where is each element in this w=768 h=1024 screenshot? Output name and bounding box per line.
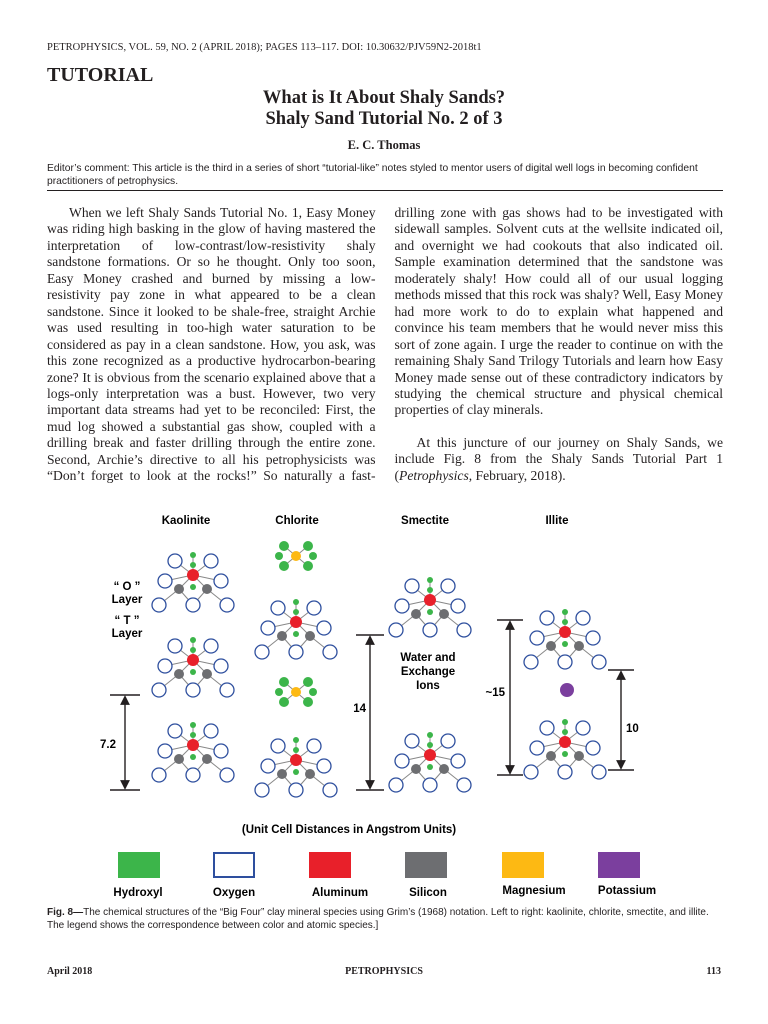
spacing-label: 14 bbox=[353, 703, 366, 715]
interlayer-label: Water and bbox=[400, 652, 455, 664]
kaolinite-unit bbox=[151, 721, 235, 783]
caption-text: The chemical structures of the “Big Four… bbox=[47, 907, 709, 931]
structures bbox=[151, 540, 607, 798]
text: At this juncture of our journey on Shaly… bbox=[394, 434, 724, 483]
spacing-label: ~15 bbox=[485, 687, 505, 699]
legend-label: Hydroxyl bbox=[113, 887, 162, 899]
author: E. C. Thomas bbox=[347, 138, 421, 152]
text: , February, 2018). bbox=[468, 467, 566, 483]
legend-label: Silicon bbox=[409, 887, 447, 899]
layer-label: Layer bbox=[112, 628, 143, 640]
legend-swatch bbox=[118, 852, 160, 878]
mineral-label: Illite bbox=[545, 515, 568, 527]
footer-date: April 2018 bbox=[47, 966, 93, 977]
mineral-label: Smectite bbox=[401, 515, 449, 527]
spacing-label: 7.2 bbox=[100, 739, 116, 751]
footer-page: 113 bbox=[706, 966, 721, 977]
legend-swatch bbox=[598, 852, 640, 878]
mineral-label: Chlorite bbox=[275, 515, 318, 527]
italic-text: Petrophysics bbox=[399, 467, 469, 483]
rule bbox=[47, 190, 723, 191]
interlayer-label: Ions bbox=[416, 680, 440, 692]
smectite-unit bbox=[388, 731, 472, 793]
caption-label: Fig. 8— bbox=[47, 907, 84, 918]
section-label: TUTORIAL bbox=[47, 64, 154, 86]
chlorite-unit bbox=[254, 736, 338, 798]
legend-swatch bbox=[502, 852, 544, 878]
title-line: Shaly Sand Tutorial No. 2 of 3 bbox=[265, 109, 503, 129]
title-line: What is It About Shaly Sands? bbox=[262, 88, 506, 108]
editor-comment: Editor’s comment: This article is the th… bbox=[47, 163, 698, 187]
figure-labels: Kaolinite Chlorite Smectite Illite “ O ”… bbox=[100, 515, 639, 836]
citation: PETROPHYSICS, VOL. 59, NO. 2 (APRIL 2018… bbox=[47, 42, 482, 53]
chlorite-unit bbox=[254, 598, 338, 660]
figure-caption: Fig. 8—The chemical structures of the “B… bbox=[47, 907, 727, 932]
smectite-unit bbox=[388, 576, 472, 638]
body-text: When we left Shaly Sands Tutorial No. 1,… bbox=[47, 205, 723, 495]
illite-unit bbox=[523, 718, 607, 780]
interlayer-label: Exchange bbox=[401, 666, 455, 678]
legend-label: Magnesium bbox=[502, 885, 565, 897]
paragraph: When we left Shaly Sands Tutorial No. 1,… bbox=[47, 205, 723, 484]
chlorite-mg-layer bbox=[274, 676, 318, 708]
layer-label: Layer bbox=[112, 594, 143, 606]
spacing-arrows bbox=[110, 619, 634, 791]
legend-label: Oxygen bbox=[213, 887, 255, 899]
legend-label: Aluminum bbox=[312, 887, 368, 899]
units-note: (Unit Cell Distances in Angstrom Units) bbox=[242, 824, 456, 836]
legend-swatch bbox=[309, 852, 351, 878]
legend-swatch bbox=[213, 852, 255, 878]
layer-label: “ O ” bbox=[114, 581, 141, 593]
potassium-ion bbox=[560, 683, 574, 697]
illite-unit bbox=[523, 608, 607, 670]
legend-swatch bbox=[405, 852, 447, 878]
chlorite-mg-layer bbox=[274, 540, 318, 572]
legend: Hydroxyl Oxygen Aluminum Silicon Magnesi… bbox=[113, 852, 656, 899]
legend-label: Potassium bbox=[598, 885, 656, 897]
layer-label: “ T ” bbox=[115, 615, 140, 627]
footer-journal: PETROPHYSICS bbox=[345, 966, 423, 977]
title: What is It About Shaly Sands? Shaly Sand… bbox=[0, 88, 768, 130]
kaolinite-unit bbox=[151, 636, 235, 698]
mineral-label: Kaolinite bbox=[162, 515, 211, 527]
kaolinite-unit bbox=[151, 551, 235, 613]
paragraph: At this juncture of our journey on Shaly… bbox=[395, 435, 724, 484]
spacing-label: 10 bbox=[626, 723, 639, 735]
